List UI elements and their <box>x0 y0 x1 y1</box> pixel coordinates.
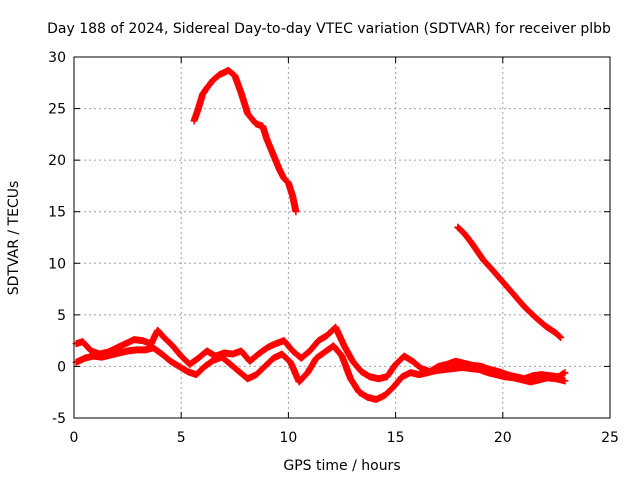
y-tick-label: 10 <box>48 256 66 272</box>
y-tick-label: 0 <box>57 359 66 375</box>
x-tick-label: 0 <box>70 430 79 446</box>
data-point-run <box>338 353 354 382</box>
data-point-run <box>253 363 268 378</box>
plot-frame <box>73 56 611 419</box>
data-point-run <box>347 376 362 395</box>
data-point-run <box>225 67 238 79</box>
data-point-run <box>500 279 517 297</box>
data-point-run <box>259 123 271 142</box>
data-point-run <box>204 77 217 91</box>
x-tick-label: 25 <box>601 430 619 446</box>
y-axis-label: SDTVAR / TECUs <box>6 181 22 296</box>
data-point-run <box>349 358 365 375</box>
x-tick-label: 15 <box>387 430 405 446</box>
y-tick-label: 5 <box>57 308 66 324</box>
data-point-run <box>279 351 294 365</box>
data-point-run <box>281 176 291 186</box>
data-point-run <box>489 266 506 285</box>
data-point-run <box>262 355 276 370</box>
data-point-run <box>313 349 328 361</box>
data-point-run <box>244 111 259 127</box>
data-point-run <box>480 257 495 273</box>
data-point-run <box>219 354 234 368</box>
series-low-b <box>72 342 569 403</box>
series-arc-high <box>190 66 300 216</box>
chart-title: Day 188 of 2024, Sidereal Day-to-day VTE… <box>47 21 611 37</box>
y-tick-label: -5 <box>52 411 66 427</box>
data-point-run <box>169 343 184 359</box>
data-point-run <box>543 323 559 337</box>
x-axis-label: GPS time / hours <box>283 458 400 474</box>
data-point-run <box>281 338 296 354</box>
data-point-run <box>510 291 527 310</box>
data-point-run <box>461 230 474 245</box>
data-point-run <box>217 69 227 78</box>
y-tick-label: 25 <box>48 102 66 118</box>
data-point-run <box>247 351 261 364</box>
data-point-run <box>390 374 405 390</box>
data-point-run <box>307 338 322 354</box>
x-tick-label: 5 <box>177 430 186 446</box>
data-point-run <box>159 351 174 364</box>
data-point-run <box>332 324 348 349</box>
data-point <box>561 369 569 377</box>
data-point-run <box>532 314 549 329</box>
data-point <box>561 377 569 385</box>
data-point-run <box>330 343 345 359</box>
data-point-run <box>231 73 245 96</box>
data-point-run <box>161 334 176 349</box>
data-point-run <box>79 339 94 354</box>
data-point-run <box>382 384 397 398</box>
data-point-run <box>210 71 223 83</box>
y-tick-label: 15 <box>48 205 66 221</box>
data-point-run <box>154 327 167 341</box>
data-point-run <box>255 345 270 357</box>
data-point-run <box>304 355 320 376</box>
y-tick-label: 30 <box>48 50 66 66</box>
data-point-run <box>455 224 467 237</box>
data-point <box>557 334 565 342</box>
y-tick-label: 20 <box>48 153 66 169</box>
series-arc-late <box>454 223 565 342</box>
data-point <box>292 208 300 216</box>
data-point-run <box>191 106 202 124</box>
data-point-run <box>296 370 311 385</box>
data-points <box>72 66 569 403</box>
data-point-run <box>341 343 356 364</box>
x-tick-label: 10 <box>279 430 297 446</box>
data-point-run <box>521 303 538 320</box>
x-tick-label: 20 <box>494 430 512 446</box>
grid <box>74 57 610 418</box>
data-point-run <box>553 330 564 341</box>
data-point-run <box>298 348 313 361</box>
data-point-run <box>193 363 208 378</box>
data-point-run <box>384 361 399 380</box>
data-point-run <box>187 355 201 368</box>
